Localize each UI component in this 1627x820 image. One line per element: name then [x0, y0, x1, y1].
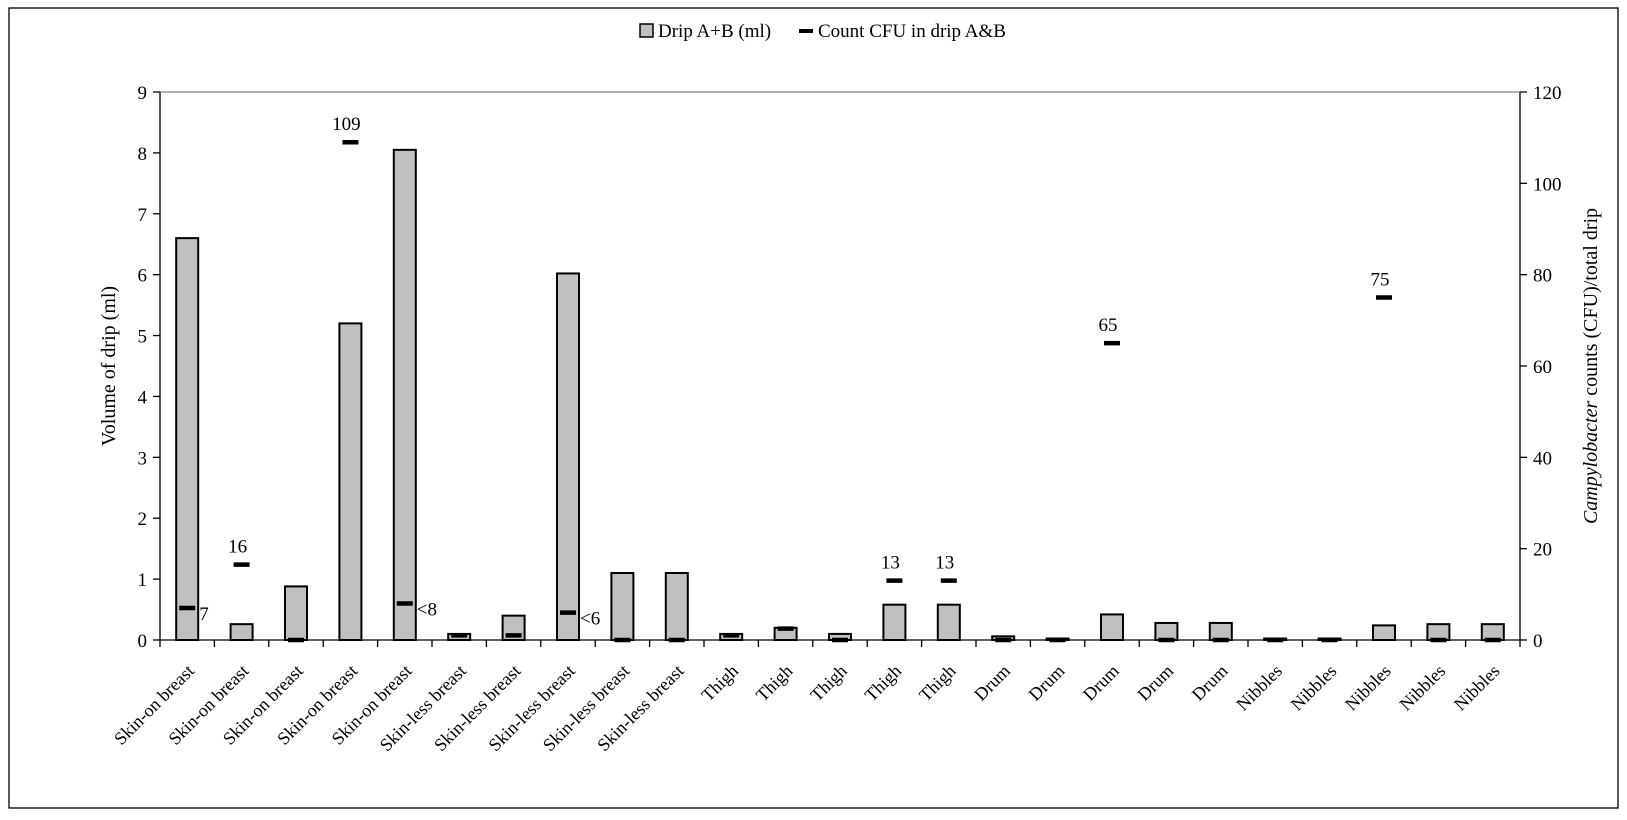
right-tick-label: 40: [1533, 448, 1552, 469]
drip-bar: [175, 237, 200, 641]
drip-bar: [556, 272, 580, 641]
y2-axis-title-italic: Campylobacter: [1580, 401, 1602, 525]
category-label: Thigh: [861, 661, 906, 706]
drip-bar: [1208, 621, 1233, 641]
drip-bar: [1480, 623, 1505, 641]
category-label: Drum: [1133, 661, 1177, 705]
legend: Drip A+B (ml) Count CFU in drip A&B: [639, 21, 1006, 42]
drip-bar: [392, 148, 417, 641]
left-tick-label: 7: [138, 205, 148, 226]
cfu-data-label: 65: [1099, 315, 1118, 336]
cfu-data-label: 16: [228, 537, 247, 558]
drip-bar: [936, 603, 961, 642]
cfu-data-label: 13: [935, 553, 954, 574]
category-label: Thigh: [697, 661, 742, 706]
cfu-data-label: 13: [881, 553, 900, 574]
drip-bar: [1100, 613, 1124, 642]
drip-bar: [610, 572, 635, 641]
drip-bar: [1426, 623, 1451, 641]
category-label: Thigh: [915, 661, 960, 706]
left-tick-label: 8: [138, 144, 148, 165]
category-label: Nibbles: [1287, 661, 1341, 715]
right-tick-label: 60: [1533, 357, 1552, 378]
left-tick-label: 9: [138, 83, 148, 104]
legend-bar-label: Drip A+B (ml): [658, 21, 771, 42]
category-label: Nibbles: [1395, 661, 1449, 715]
legend-bar-swatch: [639, 23, 654, 38]
drip-bar: [1372, 624, 1396, 641]
category-label: Drum: [970, 661, 1014, 705]
drip-bar: [1154, 621, 1179, 641]
y2-axis-title: Campylobacter counts (CFU)/total drip: [1580, 208, 1602, 524]
category-label: Thigh: [752, 661, 797, 706]
category-label: Drum: [1025, 661, 1069, 705]
data-labels: 7 16 109 <8 <6 13 13 65 75: [199, 114, 1389, 629]
cfu-data-label: 109: [332, 114, 361, 135]
cfu-data-label: 7: [199, 604, 209, 625]
category-label: Nibbles: [1450, 661, 1504, 715]
category-label: Thigh: [806, 661, 851, 706]
right-tick-label: 80: [1533, 266, 1552, 287]
right-tick-label: 100: [1533, 174, 1562, 195]
left-axis-ticks: 0 1 2 3 4 5 6 7 8 9: [138, 83, 160, 652]
marker-series: [179, 139, 1501, 643]
cfu-data-label: 75: [1371, 270, 1390, 291]
left-tick-label: 5: [138, 327, 148, 348]
chart-border: [8, 7, 1619, 809]
left-tick-label: 1: [138, 570, 148, 591]
drip-bar: [882, 603, 907, 642]
cfu-data-label: <8: [417, 599, 437, 620]
plot-area: [159, 91, 1521, 641]
drip-bar: [664, 572, 689, 641]
left-tick-label: 0: [138, 631, 148, 652]
drip-bar: [229, 623, 254, 641]
left-tick-label: 2: [138, 509, 148, 530]
category-label: Nibbles: [1232, 661, 1286, 715]
left-tick-label: 6: [138, 266, 148, 287]
category-label: Drum: [1188, 661, 1232, 705]
drip-bar: [284, 585, 308, 642]
y-axis-title: Volume of drip (ml): [98, 286, 120, 446]
y2-axis-title-rest: counts (CFU)/total drip: [1580, 208, 1602, 401]
right-tick-label: 120: [1533, 83, 1562, 104]
left-tick-label: 3: [138, 448, 148, 469]
category-label: Nibbles: [1341, 661, 1395, 715]
right-tick-label: 20: [1533, 540, 1552, 561]
right-tick-label: 0: [1533, 631, 1543, 652]
category-label: Drum: [1079, 661, 1123, 705]
left-tick-label: 4: [138, 387, 148, 408]
legend-marker-label: Count CFU in drip A&B: [818, 21, 1006, 42]
cfu-data-label: <6: [580, 609, 600, 630]
drip-bar: [338, 322, 363, 641]
right-axis-ticks: 0 20 40 60 80 100 120: [1520, 83, 1562, 652]
bar-series: [175, 148, 1505, 642]
